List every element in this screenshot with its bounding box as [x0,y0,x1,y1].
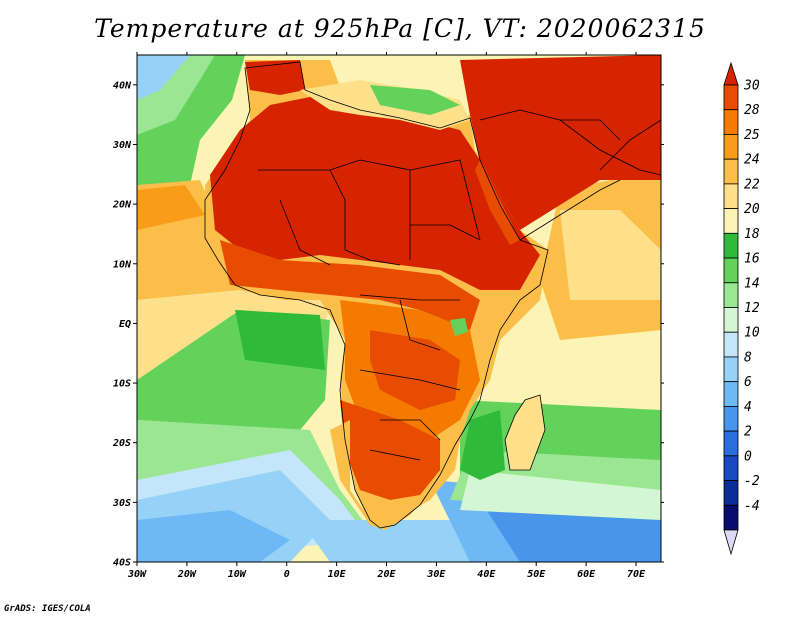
colorbar-swatch [723,356,739,383]
south-atlantic-coldest [137,510,290,562]
colorbar-label: 2 [744,425,752,440]
colorbar-label: 16 [744,252,760,267]
lat-tick-label: 10N [113,259,132,270]
colorbar-label: 0 [744,449,752,464]
colorbar-label: 24 [744,153,760,168]
colorbar-label: 28 [744,103,760,118]
colorbar-label: -2 [744,474,760,489]
arabia-coastline [479,109,661,241]
lat-tick-label: 40S [113,558,131,569]
colorbar-bottom-arrow [723,529,739,556]
border-3 [279,199,401,266]
lon-tick-label: 0 [284,569,290,580]
lon-tick-label: 50E [527,569,546,580]
lon-tick-label: 60E [577,569,596,580]
colorbar-swatch [723,282,739,308]
lon-tick-label: 30W [127,569,147,580]
colorbar-swatch [723,84,739,111]
land-iberia-hot [245,60,305,95]
lon-tick-label: 30E [426,569,446,580]
colorbar-label: 14 [744,276,760,291]
border-2 [409,159,481,241]
map-frame [136,54,662,563]
land-arabia-hot [460,55,661,230]
lon-tick-label: 10W [228,569,247,580]
lat-tick-label: 40N [113,80,132,91]
colorbar-swatch [723,405,739,432]
land-central-africa-hot [370,330,460,410]
lat-tick-label: 20S [112,438,131,449]
lat-tick-label: 30N [112,140,132,151]
colorbar-swatch [723,257,739,284]
lon-tick-label: 20W [177,569,197,580]
atlantic-green-band-2 [235,310,325,370]
arabian-sea-warm-2 [560,210,661,300]
red-sea-warm [475,160,520,245]
indian-ocean-pale [460,470,661,520]
colorbar-swatch [723,455,739,481]
colorbar-swatch [723,307,739,333]
colorbar-label: 8 [744,350,752,365]
land-sahel-warm [220,240,480,330]
lat-tick-label: EQ [119,319,131,330]
land-southern-africa [340,400,440,500]
colorbar-swatch [723,504,739,531]
coastlines-borders [204,61,661,529]
north-atlantic-coldest [137,55,190,100]
mozambique-channel-green [460,410,505,480]
colorbar-swatch [723,183,739,210]
madagascar [505,395,545,470]
africa-coastline [204,61,549,529]
map-title: Temperature at 925hPa [C], VT: 202006231… [94,14,706,43]
border-6 [560,119,661,171]
colorbar-swatch [723,109,739,135]
land-southern-africa-cool [330,420,460,525]
lon-tick-label: 10E [328,569,347,580]
lon-tick-label: 40E [477,569,496,580]
madagascar-outline [504,394,546,471]
colorbar-swatch [723,232,739,259]
colorbar-swatch [723,158,739,185]
colorbar-label: 10 [744,326,760,341]
colorbar-top-arrow [723,61,739,86]
colorbar-swatch [723,331,739,358]
lat-tick-label: 30S [112,498,131,509]
lake-victoria [450,318,468,336]
longitude-ticks: 30W 20W 10W 0 10E 20E 30E 40E 50E 60E 70E [127,52,646,580]
lon-tick-label: 70E [627,569,646,580]
grads-credit: GrADS: IGES/COLA [4,604,91,614]
colorbar-label: 20 [744,202,760,217]
border-5 [359,369,461,461]
colorbar-swatch [723,208,739,234]
colorbar-swatch [723,430,739,457]
lat-tick-label: 10S [113,379,131,390]
border-4 [359,294,460,351]
colorbar-label: 12 [744,301,760,316]
colorbar-swatch [723,480,739,506]
latitude-ticks: 40N 30N 20N 10N EQ 10S 20S 30S 40S [112,80,664,569]
colorbar-swatch [723,134,739,160]
mediterranean-green [370,85,460,115]
colorbar-label: 6 [744,375,752,390]
land-sahara-hot [210,95,540,290]
colorbar-label: 30 [743,79,760,94]
lon-tick-label: 20E [376,569,396,580]
colorbar-label: 4 [744,400,752,415]
colorbar-label: -4 [744,499,760,514]
colorbar-swatch [723,381,739,407]
colorbar-label: 25 [744,128,760,143]
colorbar-label: 18 [744,227,760,242]
atlantic-warm-band-2 [137,185,205,230]
border-1 [258,159,411,260]
colorbar-label: 22 [744,177,760,192]
map-plot-area [137,55,661,562]
lat-tick-label: 20N [112,200,132,211]
